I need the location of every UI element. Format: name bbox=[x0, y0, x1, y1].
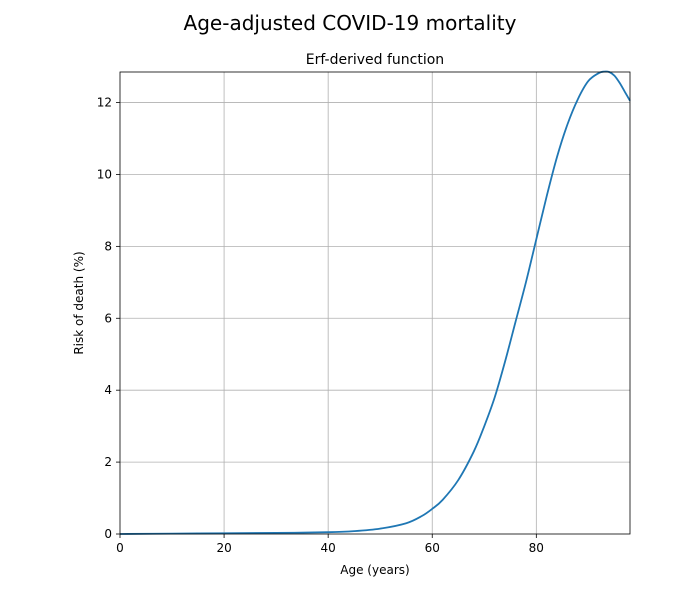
chart-suptitle: Age-adjusted COVID-19 mortality bbox=[184, 11, 517, 35]
y-tick-label: 2 bbox=[104, 455, 112, 469]
x-axis-label: Age (years) bbox=[340, 563, 409, 577]
chart-title: Erf-derived function bbox=[306, 52, 444, 68]
y-axis-label: Risk of death (%) bbox=[72, 251, 86, 354]
y-tick-label: 10 bbox=[97, 167, 112, 181]
ticks-layer: 0 20 40 60 80 0 2 4 6 8 10 12 bbox=[97, 96, 544, 555]
y-tick-label: 6 bbox=[104, 311, 112, 325]
y-tick-label: 4 bbox=[104, 383, 112, 397]
y-tick-label: 12 bbox=[97, 96, 112, 110]
x-tick-label: 60 bbox=[425, 541, 440, 555]
x-tick-label: 80 bbox=[529, 541, 544, 555]
x-tick-label: 0 bbox=[116, 541, 124, 555]
y-tick-label: 8 bbox=[104, 239, 112, 253]
series-layer bbox=[119, 70, 631, 535]
x-tick-label: 20 bbox=[216, 541, 231, 555]
series-line bbox=[119, 70, 631, 535]
y-tick-label: 0 bbox=[104, 527, 112, 541]
grid-layer bbox=[120, 72, 630, 534]
plot-frame bbox=[119, 71, 631, 535]
x-tick-label: 40 bbox=[321, 541, 336, 555]
